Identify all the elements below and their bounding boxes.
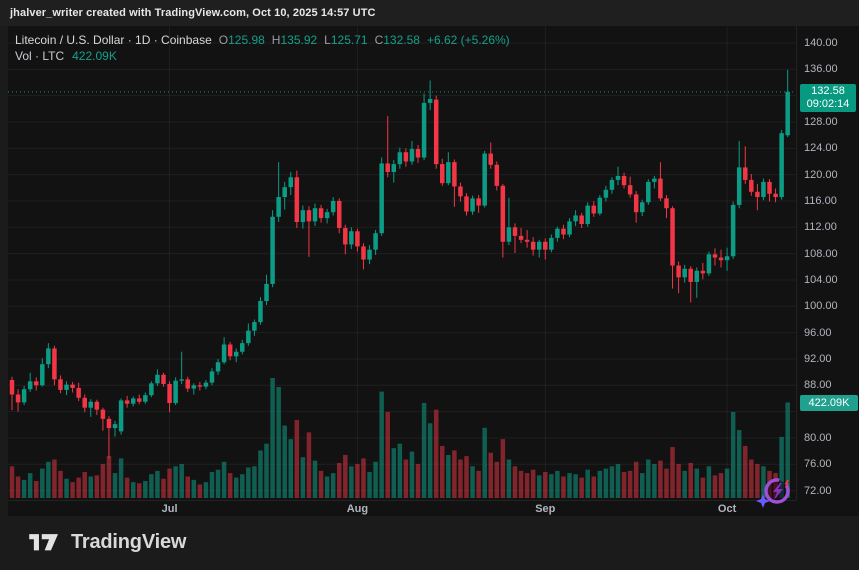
price-tick-label: 124.00 bbox=[804, 142, 838, 155]
change-value: +6.62 (+5.26%) bbox=[426, 33, 510, 47]
price-tick-label: 88.00 bbox=[804, 379, 832, 392]
footer-bar: TradingView bbox=[0, 516, 859, 570]
spark-badge-icon bbox=[756, 478, 790, 508]
time-scale[interactable]: Jul Aug Sep Oct bbox=[8, 500, 796, 516]
grid-horizontal bbox=[8, 42, 796, 492]
ohlc-close: C132.58 bbox=[374, 33, 420, 47]
attribution-text: jhalver_writer created with TradingView.… bbox=[10, 7, 376, 19]
tradingview-logo[interactable]: TradingView bbox=[28, 529, 186, 555]
price-tick-label: 92.00 bbox=[804, 353, 832, 365]
symbol-title: Litecoin / U.S. Dollar · 1D · Coinbase bbox=[15, 33, 212, 47]
grid-vertical bbox=[169, 26, 728, 500]
volume-series-value: 422.09K bbox=[72, 49, 117, 63]
price-tick-label: 104.00 bbox=[804, 274, 838, 286]
price-tick-label: 136.00 bbox=[804, 63, 838, 76]
chart-canvas[interactable] bbox=[8, 26, 859, 516]
last-price-label: 132.58 09:02:14 bbox=[800, 83, 856, 112]
volume-series bbox=[9, 378, 790, 498]
last-price-value: 132.58 bbox=[811, 84, 845, 97]
price-tick-label: 128.00 bbox=[804, 116, 838, 128]
tradingview-wordmark: TradingView bbox=[71, 530, 187, 553]
chart-panel[interactable]: Litecoin / U.S. Dollar · 1D · Coinbase O1… bbox=[8, 26, 859, 516]
volume-series-name: Vol · LTC bbox=[15, 49, 65, 63]
price-tick-label: 72.00 bbox=[804, 484, 832, 497]
price-tick-label: 140.00 bbox=[804, 37, 838, 49]
time-tick-jul: Jul bbox=[161, 503, 178, 515]
time-tick-sep: Sep bbox=[535, 503, 556, 515]
price-scale[interactable]: 132.58 09:02:14 422.09K 140.00 136.00 128.… bbox=[796, 26, 859, 500]
price-tick-label: 100.00 bbox=[804, 300, 838, 313]
ohlc-high: H135.92 bbox=[271, 33, 318, 47]
price-tick-label: 80.00 bbox=[804, 431, 832, 444]
chart-legend[interactable]: Litecoin / U.S. Dollar · 1D · Coinbase O1… bbox=[15, 32, 510, 64]
price-tick-label: 116.00 bbox=[804, 195, 837, 207]
price-tick-label: 120.00 bbox=[804, 168, 838, 181]
volume-axis-label: 422.09K bbox=[800, 395, 858, 412]
price-tick-label: 108.00 bbox=[804, 247, 838, 260]
price-tick-label: 76.00 bbox=[804, 458, 832, 471]
time-tick-oct: Oct bbox=[717, 503, 737, 515]
candlestick-series bbox=[9, 69, 790, 459]
price-tick-label: 112.00 bbox=[804, 221, 837, 234]
bar-countdown: 09:02:14 bbox=[806, 97, 850, 110]
legend-symbol-row: Litecoin / U.S. Dollar · 1D · Coinbase O1… bbox=[15, 32, 510, 48]
time-tick-aug: Aug bbox=[346, 503, 369, 515]
legend-volume-row: Vol · LTC 422.09K bbox=[15, 48, 510, 64]
ohlc-low: L125.71 bbox=[324, 33, 368, 47]
attribution-bar: jhalver_writer created with TradingView.… bbox=[0, 0, 859, 26]
price-tick-label: 96.00 bbox=[804, 326, 832, 339]
ohlc-open: O125.98 bbox=[218, 33, 265, 47]
tradingview-logo-icon bbox=[29, 534, 58, 551]
